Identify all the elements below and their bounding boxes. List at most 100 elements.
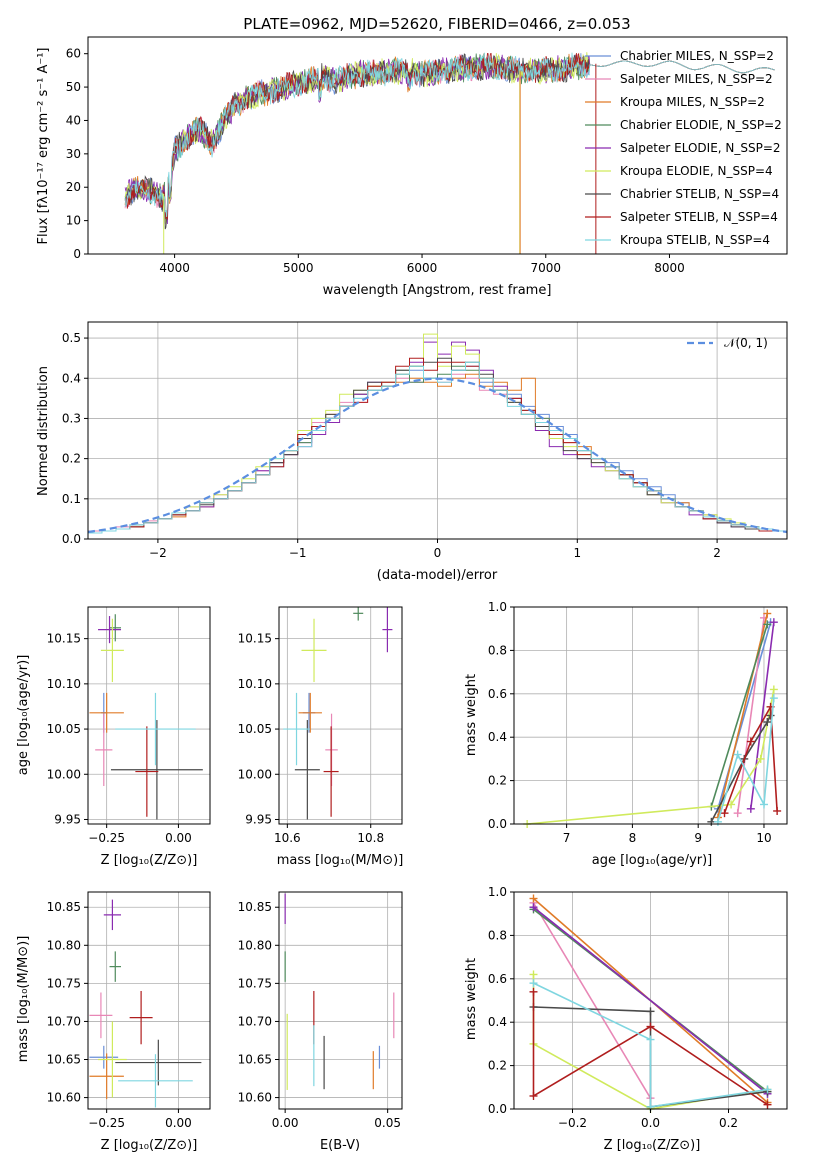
axes-frame — [87, 36, 788, 255]
y-tick-label: 0.2 — [62, 452, 81, 466]
legend-label: Kroupa STELIB, N_SSP=4 — [620, 233, 770, 247]
z-age-xlabel: Z [log₁₀(Z/Z⊙)] — [101, 853, 198, 868]
spectrum-lines — [124, 52, 775, 254]
legend-label: Kroupa MILES, N_SSP=2 — [620, 95, 765, 109]
ebv-mass-panel: 0.00 0.05 10.60 10.65 10.70 10.75 10.80 10.85 — [238, 891, 403, 1130]
y-tick-label: 0.1 — [62, 492, 81, 506]
x-tick-label: 0 — [434, 546, 442, 560]
axes-frame — [278, 606, 403, 825]
x-tick-label: −0.2 — [558, 1116, 587, 1130]
x-tick-label: 0.0 — [641, 1116, 660, 1130]
errorbars — [284, 893, 395, 1090]
hist-ylabel: Normed distribution — [36, 366, 51, 496]
x-tick-label: 0.05 — [374, 1116, 401, 1130]
y-tick-label: 0.6 — [488, 972, 507, 986]
weight-line — [532, 902, 652, 1099]
y-tick-label: 10.00 — [47, 767, 81, 781]
y-tick-label: 10.85 — [238, 900, 272, 914]
y-tick-label: 20 — [66, 180, 81, 194]
z-mass-panel: −0.25 0.00 10.60 10.65 10.70 10.75 10.80 10.85 — [47, 891, 211, 1130]
spectrum-panel: 4000 5000 6000 7000 8000 0 10 20 30 40 50 60 — [66, 36, 788, 275]
y-tick-label: 10.65 — [238, 1053, 272, 1067]
age-weight-panel: 7 8 9 10 0.0 0.2 0.4 0.6 0.8 1.0 — [488, 600, 788, 845]
y-tick-label: 10.85 — [47, 900, 81, 914]
ebv-mass-xlabel: E(B-V) — [320, 1138, 360, 1153]
y-tick-label: 10.70 — [47, 1014, 81, 1028]
legend-label: Kroupa ELODIE, N_SSP=4 — [620, 164, 773, 178]
weight-line — [717, 621, 772, 810]
weight-lines — [523, 609, 782, 828]
y-tick-label: 0.4 — [62, 371, 81, 385]
y-tick-label: 10.65 — [47, 1053, 81, 1067]
axes-frame — [278, 891, 403, 1110]
legend-label: Chabrier ELODIE, N_SSP=2 — [620, 118, 782, 132]
errorbars — [89, 899, 202, 1108]
legend-label: Salpeter STELIB, N_SSP=4 — [620, 210, 778, 224]
y-tick-label: 9.95 — [245, 812, 272, 826]
y-tick-label: 0.4 — [488, 730, 507, 744]
y-tick-label: 10.80 — [238, 938, 272, 952]
x-tick-label: 4000 — [159, 261, 190, 275]
age-weight-ylabel: mass weight — [464, 674, 479, 756]
z-weight-panel: −0.2 0.0 0.2 0.0 0.2 0.4 0.6 0.8 1.0 — [488, 885, 788, 1130]
weight-line — [723, 704, 778, 814]
y-tick-label: 10.10 — [238, 677, 272, 691]
spectrum-legend: Chabrier MILES, N_SSP=2 Salpeter MILES, N… — [585, 49, 782, 247]
weight-line — [532, 991, 768, 1106]
mass-age-xlabel: mass [log₁₀(M/M⊙)] — [277, 853, 404, 868]
x-tick-label: 2 — [713, 546, 721, 560]
y-tick-label: 0.0 — [488, 817, 507, 831]
weight-lines — [529, 894, 772, 1113]
gaussian-legend-label: 𝒩(0, 1) — [724, 336, 768, 350]
x-tick-label: 7 — [563, 831, 571, 845]
errorbars — [89, 614, 203, 820]
mass-age-panel: 10.6 10.8 9.95 10.00 10.05 10.10 10.15 — [238, 606, 403, 845]
y-tick-label: 0 — [73, 247, 81, 261]
errorbars — [283, 607, 393, 820]
y-tick-label: 10.60 — [238, 1091, 272, 1105]
x-tick-label: 10 — [756, 831, 771, 845]
y-tick-label: 30 — [66, 147, 81, 161]
y-tick-label: 0.2 — [488, 774, 507, 788]
z-age-panel: −0.25 0.00 9.95 10.00 10.05 10.10 10.15 — [47, 606, 211, 845]
spectrum-title: PLATE=0962, MJD=52620, FIBERID=0466, z=0… — [243, 15, 630, 33]
y-tick-label: 0.6 — [488, 687, 507, 701]
x-tick-label: 5000 — [283, 261, 314, 275]
x-tick-label: 1 — [573, 546, 581, 560]
y-tick-label: 50 — [66, 80, 81, 94]
axes-frame — [87, 606, 211, 825]
y-tick-label: 0.4 — [488, 1015, 507, 1029]
x-tick-label: −0.25 — [88, 1116, 125, 1130]
x-tick-label: 10.8 — [357, 831, 384, 845]
axes-frame — [513, 606, 788, 825]
spectrum-xlabel: wavelength [Angstrom, rest frame] — [323, 283, 552, 298]
y-tick-label: 10.15 — [47, 632, 81, 646]
y-tick-label: 10.05 — [238, 722, 272, 736]
z-age-ylabel: age [log₁₀(age/yr)] — [16, 655, 31, 776]
z-weight-xlabel: Z [log₁₀(Z/Z⊙)] — [604, 1138, 701, 1153]
y-tick-label: 40 — [66, 113, 81, 127]
y-tick-label: 9.95 — [54, 812, 81, 826]
x-tick-label: 10.6 — [274, 831, 301, 845]
weight-line — [750, 622, 775, 809]
y-tick-label: 10.80 — [47, 938, 81, 952]
histograms — [88, 333, 787, 539]
x-tick-label: 0.00 — [272, 1116, 299, 1130]
legend-label: Chabrier MILES, N_SSP=2 — [620, 49, 774, 63]
y-tick-label: 0.0 — [62, 532, 81, 546]
x-tick-label: −0.25 — [88, 831, 125, 845]
x-tick-label: 8000 — [654, 261, 685, 275]
y-tick-label: 10.70 — [238, 1014, 272, 1028]
y-tick-label: 0.8 — [488, 643, 507, 657]
x-tick-label: 0.00 — [165, 1116, 192, 1130]
weight-line — [533, 982, 768, 1108]
y-tick-label: 0.5 — [62, 331, 81, 345]
y-tick-label: 0.8 — [488, 928, 507, 942]
z-weight-ylabel: mass weight — [464, 958, 479, 1040]
z-mass-xlabel: Z [log₁₀(Z/Z⊙)] — [101, 1138, 198, 1153]
weight-line — [710, 624, 769, 807]
y-tick-label: 10.10 — [47, 677, 81, 691]
x-tick-label: 0.00 — [165, 831, 192, 845]
y-tick-label: 10.75 — [47, 976, 81, 990]
